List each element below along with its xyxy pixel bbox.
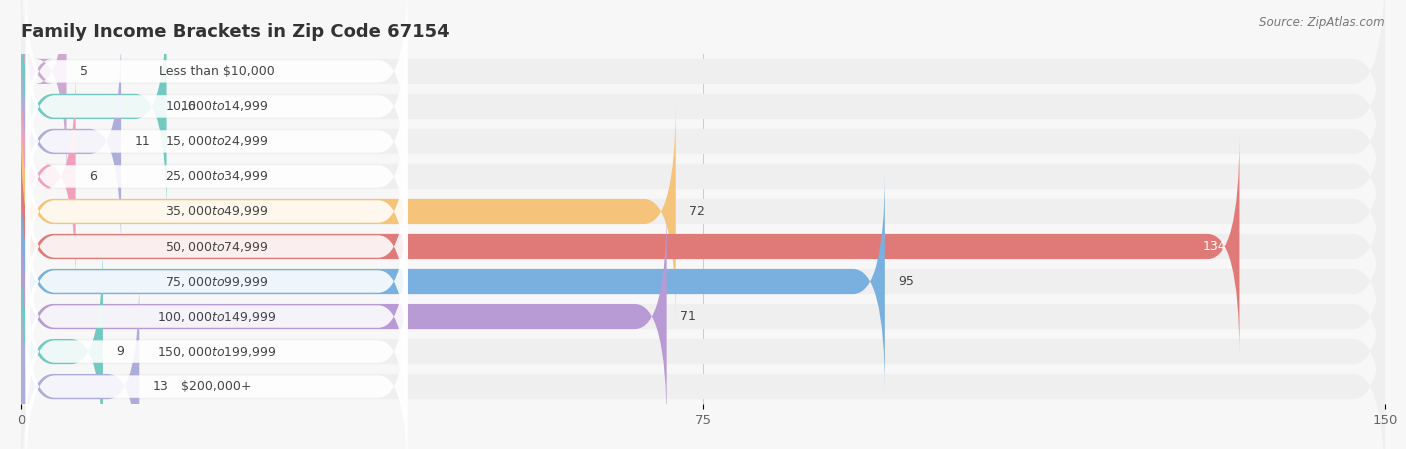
Text: $150,000 to $199,999: $150,000 to $199,999 bbox=[157, 344, 276, 359]
Text: 6: 6 bbox=[90, 170, 97, 183]
FancyBboxPatch shape bbox=[25, 75, 408, 277]
FancyBboxPatch shape bbox=[25, 110, 408, 313]
Text: 95: 95 bbox=[898, 275, 914, 288]
FancyBboxPatch shape bbox=[21, 101, 1385, 321]
FancyBboxPatch shape bbox=[21, 31, 121, 251]
FancyBboxPatch shape bbox=[21, 66, 76, 286]
Text: $25,000 to $34,999: $25,000 to $34,999 bbox=[165, 169, 269, 184]
FancyBboxPatch shape bbox=[25, 0, 408, 172]
FancyBboxPatch shape bbox=[21, 172, 884, 392]
FancyBboxPatch shape bbox=[21, 172, 1385, 392]
Text: Source: ZipAtlas.com: Source: ZipAtlas.com bbox=[1260, 16, 1385, 29]
Text: 9: 9 bbox=[117, 345, 125, 358]
FancyBboxPatch shape bbox=[21, 242, 103, 449]
Text: $50,000 to $74,999: $50,000 to $74,999 bbox=[165, 239, 269, 254]
FancyBboxPatch shape bbox=[21, 136, 1385, 357]
Text: $15,000 to $24,999: $15,000 to $24,999 bbox=[165, 134, 269, 149]
Text: Less than $10,000: Less than $10,000 bbox=[159, 65, 274, 78]
FancyBboxPatch shape bbox=[25, 251, 408, 449]
Text: 134: 134 bbox=[1202, 240, 1226, 253]
FancyBboxPatch shape bbox=[25, 40, 408, 242]
Text: $10,000 to $14,999: $10,000 to $14,999 bbox=[165, 99, 269, 114]
FancyBboxPatch shape bbox=[25, 216, 408, 418]
Text: 72: 72 bbox=[689, 205, 706, 218]
FancyBboxPatch shape bbox=[25, 286, 408, 449]
FancyBboxPatch shape bbox=[21, 0, 166, 216]
Text: $100,000 to $149,999: $100,000 to $149,999 bbox=[157, 309, 276, 324]
FancyBboxPatch shape bbox=[21, 66, 1385, 286]
Text: 13: 13 bbox=[153, 380, 169, 393]
FancyBboxPatch shape bbox=[25, 180, 408, 383]
Text: 16: 16 bbox=[180, 100, 195, 113]
FancyBboxPatch shape bbox=[25, 145, 408, 348]
Text: $75,000 to $99,999: $75,000 to $99,999 bbox=[165, 274, 269, 289]
FancyBboxPatch shape bbox=[21, 242, 1385, 449]
FancyBboxPatch shape bbox=[21, 0, 66, 181]
Text: Family Income Brackets in Zip Code 67154: Family Income Brackets in Zip Code 67154 bbox=[21, 23, 450, 41]
Text: $35,000 to $49,999: $35,000 to $49,999 bbox=[165, 204, 269, 219]
FancyBboxPatch shape bbox=[21, 31, 1385, 251]
Text: 11: 11 bbox=[135, 135, 150, 148]
Text: 71: 71 bbox=[681, 310, 696, 323]
FancyBboxPatch shape bbox=[21, 101, 676, 321]
Text: $200,000+: $200,000+ bbox=[181, 380, 252, 393]
FancyBboxPatch shape bbox=[21, 0, 1385, 216]
FancyBboxPatch shape bbox=[21, 207, 1385, 427]
FancyBboxPatch shape bbox=[21, 136, 1240, 357]
FancyBboxPatch shape bbox=[21, 0, 1385, 181]
Text: 5: 5 bbox=[80, 65, 89, 78]
FancyBboxPatch shape bbox=[21, 277, 1385, 449]
FancyBboxPatch shape bbox=[25, 5, 408, 207]
FancyBboxPatch shape bbox=[21, 207, 666, 427]
FancyBboxPatch shape bbox=[21, 277, 139, 449]
